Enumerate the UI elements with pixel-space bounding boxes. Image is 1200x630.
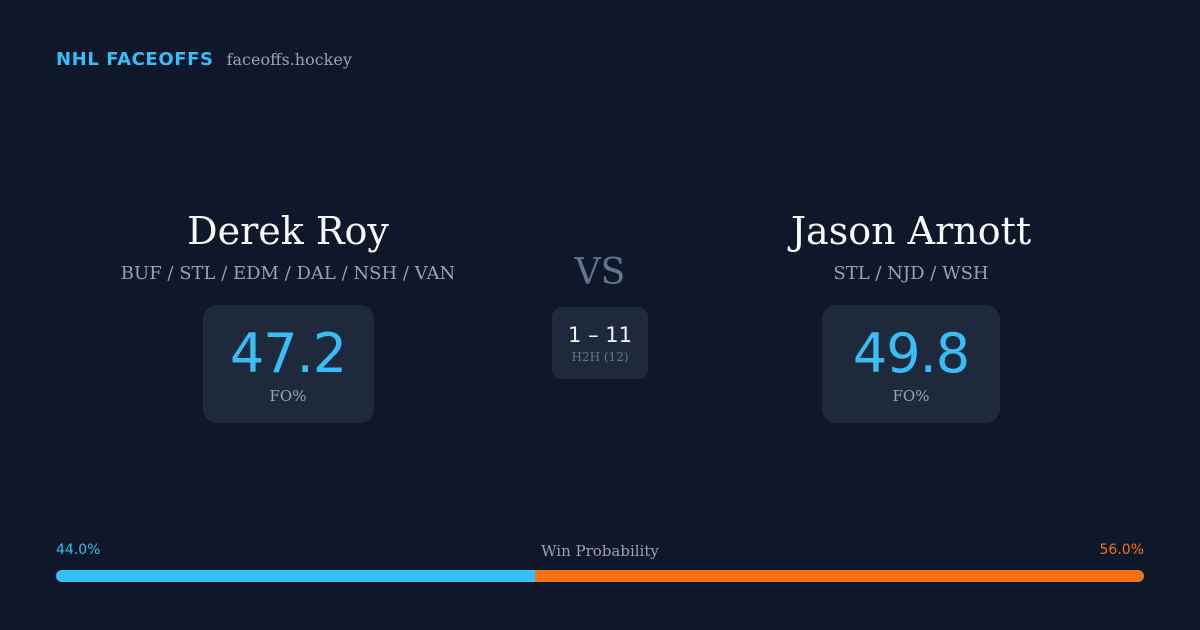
win-probability-left-value: 44.0% (56, 542, 101, 558)
head-to-head-score: 1 – 11 (568, 323, 632, 347)
player-left-panel: Derek Roy BUF / STL / EDM / DAL / NSH / … (78, 205, 498, 423)
player-right-teams: STL / NJD / WSH (833, 263, 989, 284)
brand-name: NHL FACEOFFS (56, 49, 214, 70)
win-probability-title: Win Probability (541, 542, 659, 560)
brand-header: NHL FACEOFFS faceoffs.hockey (56, 49, 352, 73)
player-left-stat-card: 47.2 FO% (202, 305, 374, 423)
win-probability-right-value: 56.0% (1099, 542, 1144, 558)
player-right-panel: Jason Arnott STL / NJD / WSH 49.8 FO% (701, 205, 1121, 423)
head-to-head-label: H2H (12) (571, 350, 629, 364)
player-left-name: Derek Roy (187, 209, 389, 253)
player-right-fo-label: FO% (892, 387, 930, 405)
win-probability-right-fill (534, 570, 1144, 582)
player-left-fo-label: FO% (269, 387, 307, 405)
player-left-fo-value: 47.2 (229, 322, 347, 385)
player-right-stat-card: 49.8 FO% (822, 305, 1000, 423)
win-probability-labels: 44.0% Win Probability 56.0% (56, 542, 1144, 562)
player-right-name: Jason Arnott (790, 209, 1032, 253)
vs-label: VS (574, 252, 626, 293)
player-right-fo-value: 49.8 (852, 322, 970, 385)
win-probability-left-fill (56, 570, 535, 582)
player-left-teams: BUF / STL / EDM / DAL / NSH / VAN (120, 263, 456, 284)
brand-domain: faceoffs.hockey (226, 50, 352, 69)
head-to-head-card: 1 – 11 H2H (12) (552, 307, 648, 379)
win-probability-bar (56, 570, 1144, 582)
